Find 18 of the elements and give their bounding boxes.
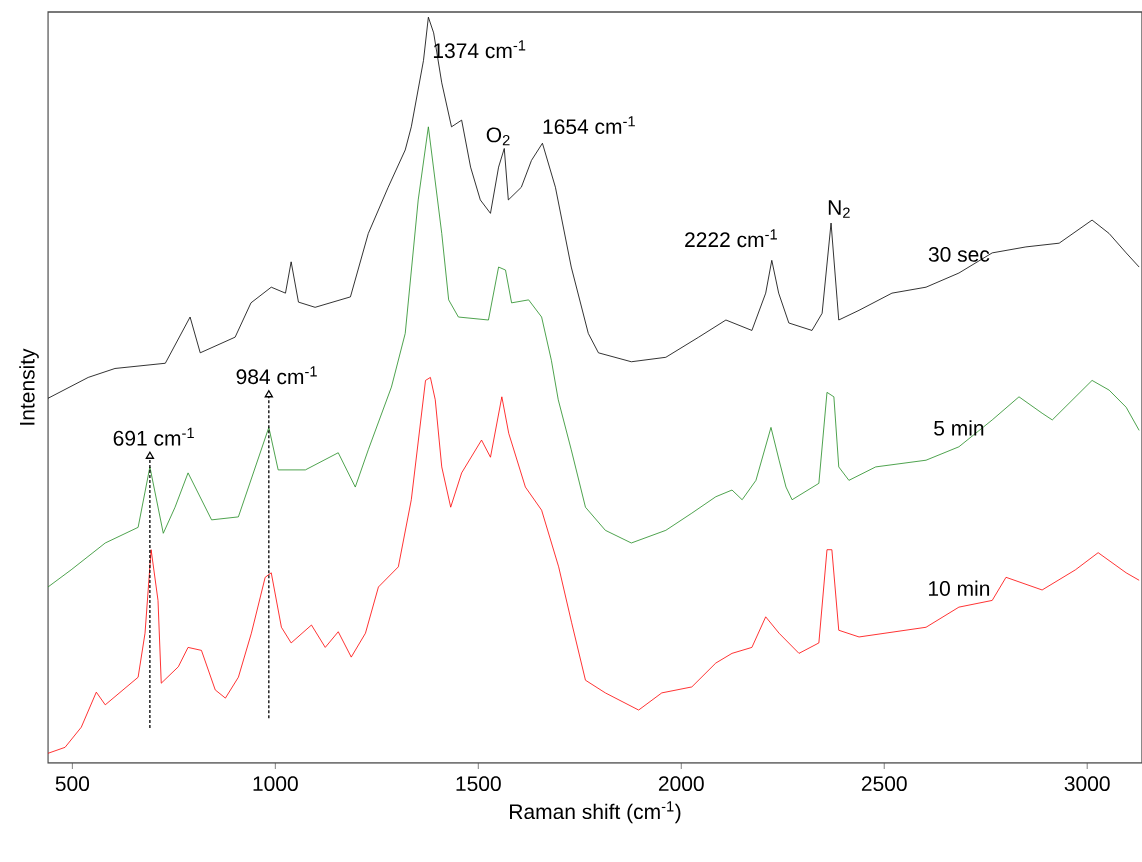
x-tick-label: 500 — [55, 776, 90, 792]
annotation: 1374 cm$^{-1}$ — [433, 40, 526, 59]
x-tick-label: 2000 — [658, 776, 704, 792]
annotation: N$_{2}$ — [828, 200, 850, 218]
annotation: 691 cm$^{-1}$ — [113, 427, 194, 446]
annotation: O$_{2}$ — [486, 127, 510, 146]
y-axis-title: Intensity — [19, 348, 39, 425]
series-label: 10 min — [929, 580, 990, 596]
annotation: 1654 cm$^{-1}$ — [543, 116, 635, 135]
annotation: 984 cm$^{-1}$ — [236, 366, 317, 385]
x-tick-label: 3000 — [1064, 776, 1110, 792]
x-tick-label: 2500 — [861, 776, 907, 792]
x-tick-label: 1500 — [456, 776, 501, 792]
series-label: 30 sec — [928, 246, 990, 262]
x-axis-title: Raman shift (cm$^{-1}$) — [510, 801, 681, 824]
annotation: 2222 cm$^{-1}$ — [685, 229, 777, 248]
series-label: 5 min — [934, 420, 984, 436]
x-tick-label: 1000 — [253, 776, 298, 792]
